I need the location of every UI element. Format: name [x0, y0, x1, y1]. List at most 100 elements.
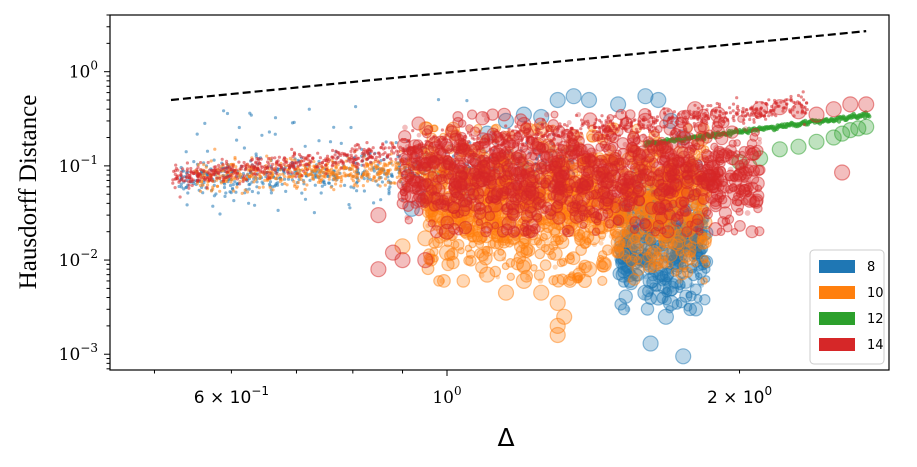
point-14 — [174, 166, 178, 171]
point-8 — [232, 199, 236, 203]
point-8 — [645, 289, 651, 295]
point-10 — [334, 182, 338, 186]
point-14 — [282, 162, 286, 166]
point-14 — [365, 157, 369, 161]
point-14 — [341, 160, 345, 164]
point-14 — [633, 118, 637, 122]
point-10 — [487, 239, 497, 249]
point-10 — [378, 175, 382, 180]
point-14 — [212, 173, 216, 177]
point-14 — [382, 158, 386, 162]
point-14 — [192, 171, 196, 175]
point-8 — [343, 183, 347, 187]
point-14 — [351, 157, 355, 161]
point-14 — [732, 114, 736, 118]
point-10 — [436, 273, 451, 288]
point-14 — [256, 159, 260, 163]
point-14 — [767, 110, 771, 114]
point-14 — [189, 176, 193, 180]
point-14 — [745, 225, 759, 239]
point-14 — [196, 165, 200, 169]
point-8 — [303, 144, 307, 148]
point-10 — [329, 185, 333, 189]
point-8 — [212, 194, 216, 198]
point-14 — [303, 163, 307, 167]
point-14 — [731, 109, 735, 113]
point-14 — [217, 166, 221, 170]
point-10 — [681, 266, 694, 278]
point-14 — [337, 152, 341, 156]
plot-area — [170, 30, 875, 365]
point-8 — [699, 293, 711, 306]
point-10 — [366, 179, 370, 183]
point-10 — [327, 177, 331, 181]
point-14 — [362, 147, 366, 152]
point-14 — [331, 148, 335, 153]
point-8 — [242, 146, 246, 150]
point-8 — [283, 177, 287, 181]
point-10 — [663, 247, 678, 263]
point-14 — [378, 155, 382, 159]
point-8 — [211, 204, 215, 208]
point-14 — [171, 181, 175, 185]
point-14 — [207, 179, 211, 183]
point-14 — [202, 168, 206, 172]
point-14 — [579, 131, 584, 135]
point-8 — [235, 182, 239, 186]
point-8 — [618, 289, 633, 304]
point-14 — [265, 166, 270, 170]
point-8 — [349, 125, 353, 130]
point-8 — [317, 139, 321, 143]
point-10 — [280, 178, 284, 182]
point-8 — [565, 88, 582, 105]
point-10 — [316, 174, 320, 179]
point-8 — [650, 91, 667, 109]
point-14 — [181, 167, 185, 171]
point-10 — [479, 266, 496, 283]
point-14 — [187, 180, 191, 184]
point-10 — [438, 244, 456, 261]
point-14 — [254, 173, 259, 177]
point-14 — [251, 172, 255, 176]
point-10 — [457, 247, 465, 255]
point-10 — [384, 177, 388, 181]
point-10 — [456, 274, 471, 288]
point-14 — [196, 178, 200, 182]
point-10 — [274, 177, 278, 181]
point-14 — [225, 159, 229, 163]
point-10 — [218, 189, 222, 193]
point-8 — [312, 211, 316, 215]
point-14 — [504, 124, 508, 128]
point-10 — [549, 326, 566, 344]
point-10 — [556, 273, 569, 285]
point-14 — [604, 219, 615, 229]
point-10 — [342, 171, 346, 175]
point-14 — [237, 160, 241, 164]
point-10 — [234, 165, 238, 169]
point-8 — [260, 133, 264, 137]
point-14 — [731, 102, 736, 106]
point-8 — [349, 185, 353, 189]
point-10 — [617, 238, 626, 247]
point-14 — [227, 165, 232, 169]
point-10 — [201, 183, 205, 187]
point-14 — [247, 165, 251, 169]
point-8 — [328, 140, 333, 144]
point-10 — [382, 167, 386, 171]
point-14 — [266, 173, 270, 177]
point-14 — [599, 120, 603, 124]
point-14 — [179, 170, 183, 175]
point-8 — [179, 182, 183, 186]
point-8 — [202, 181, 206, 185]
point-8 — [394, 141, 398, 145]
point-10 — [615, 246, 621, 252]
point-10 — [566, 251, 581, 266]
point-10 — [491, 252, 497, 257]
point-14 — [414, 206, 424, 217]
point-14 — [799, 95, 803, 99]
point-14 — [440, 128, 444, 132]
point-8 — [274, 183, 278, 187]
point-10 — [668, 244, 673, 249]
point-8 — [580, 91, 598, 109]
